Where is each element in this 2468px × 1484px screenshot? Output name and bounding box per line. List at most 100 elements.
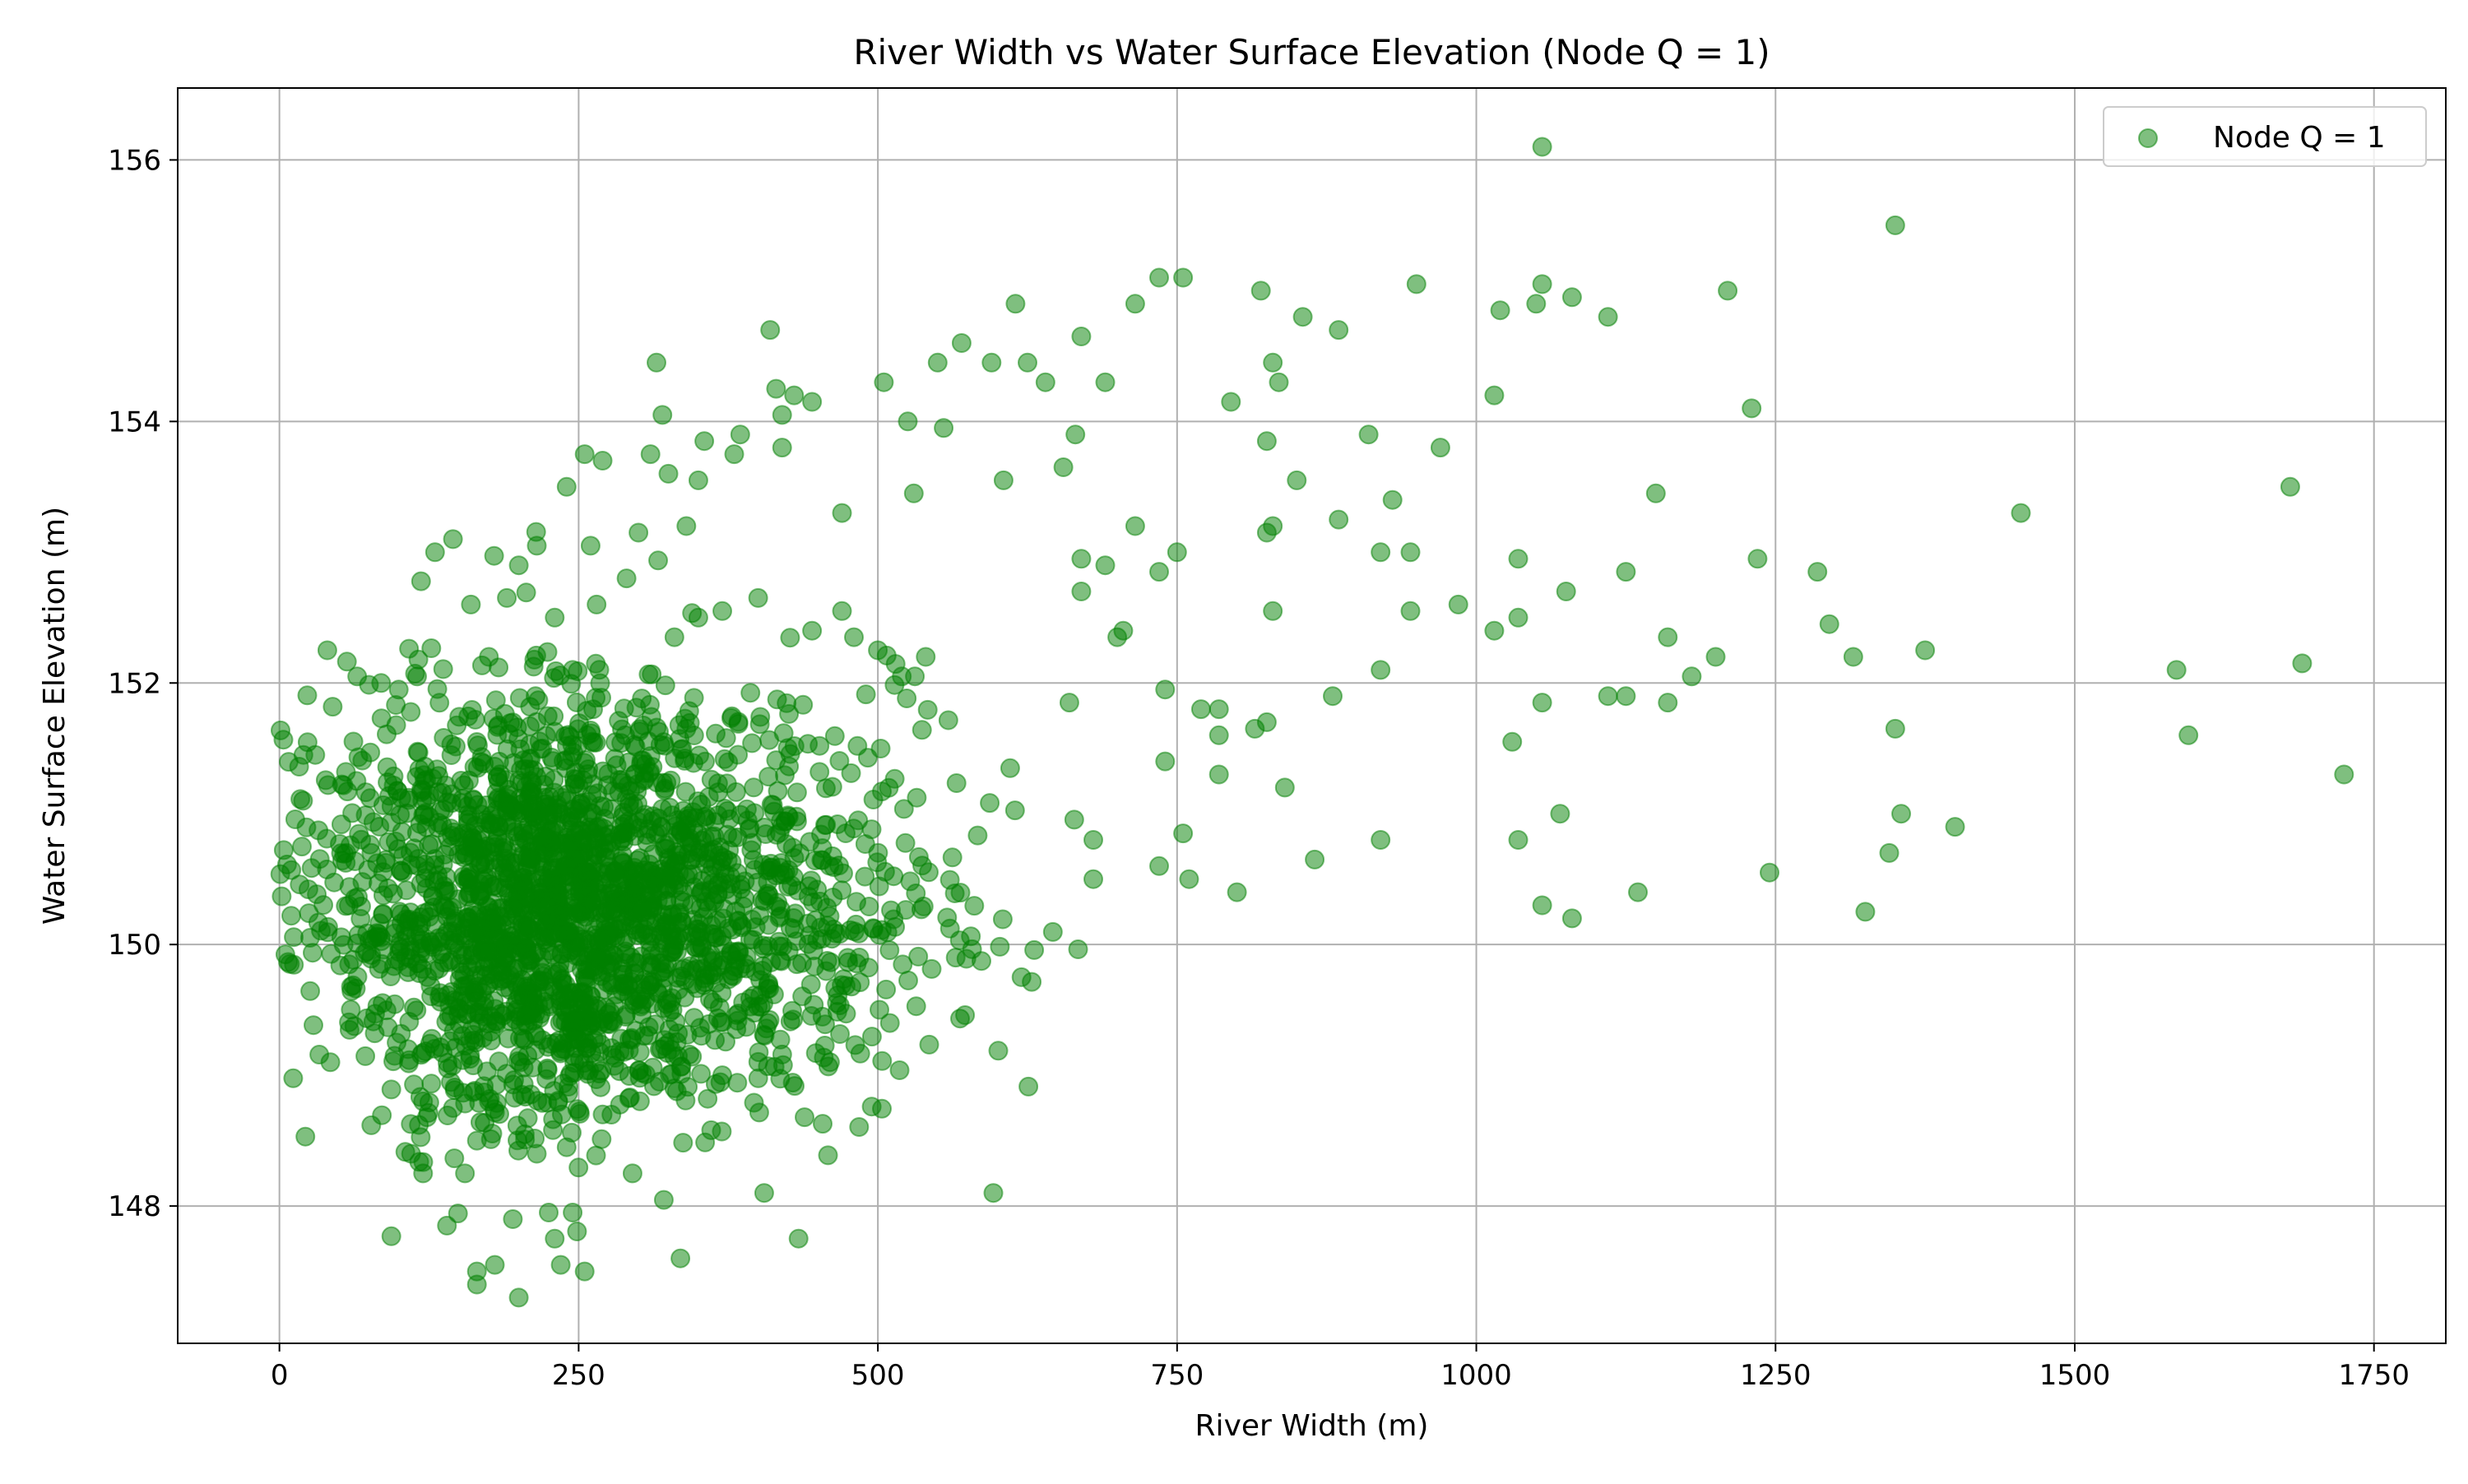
x-tick-label: 1750	[2338, 1359, 2410, 1392]
scatter-point	[1628, 882, 1648, 902]
scatter-point	[438, 1052, 457, 1073]
scatter-point	[622, 1163, 643, 1184]
scatter-point	[583, 732, 604, 753]
scatter-point	[503, 1209, 523, 1229]
scatter-point	[413, 1091, 434, 1111]
scatter-point	[1885, 718, 1905, 739]
scatter-point	[744, 777, 764, 798]
legend-entry-label: Node Q = 1	[2213, 121, 2386, 155]
scatter-point	[1430, 438, 1450, 458]
scatter-point	[510, 1052, 531, 1073]
scatter-point	[474, 866, 494, 887]
scatter-point	[477, 896, 497, 916]
scatter-point	[487, 767, 508, 787]
scatter-point	[391, 860, 411, 881]
scatter-point	[485, 690, 506, 711]
scatter-point	[527, 536, 547, 556]
scatter-point	[753, 956, 773, 976]
scatter-point	[508, 1287, 529, 1308]
scatter-point	[813, 1114, 833, 1134]
scatter-point	[443, 1097, 463, 1118]
scatter-point	[541, 747, 562, 768]
scatter-point	[580, 536, 601, 556]
scatter-point	[437, 1215, 457, 1236]
legend: Node Q = 1	[2103, 106, 2427, 167]
scatter-point	[631, 750, 652, 771]
scatter-point	[872, 1098, 892, 1119]
scatter-point	[343, 731, 364, 752]
scatter-point	[876, 979, 897, 999]
scatter-point	[410, 924, 430, 944]
scatter-point	[830, 1024, 850, 1044]
scatter-point	[1065, 424, 1086, 445]
scatter-point	[757, 979, 777, 999]
scatter-point	[567, 1222, 587, 1241]
scatter-point	[441, 745, 462, 765]
scatter-point	[1287, 470, 1307, 490]
scatter-point	[299, 928, 320, 948]
scatter-point	[815, 778, 836, 799]
scatter-point	[879, 940, 900, 961]
scatter-point	[388, 679, 409, 700]
scatter-point	[1532, 274, 1552, 294]
scatter-point	[341, 999, 361, 1020]
scatter-point	[1616, 562, 1636, 582]
x-tick-label: 750	[1150, 1359, 1204, 1392]
scatter-point	[406, 1000, 427, 1021]
scatter-point	[484, 912, 504, 933]
scatter-point	[2280, 476, 2300, 497]
scatter-point	[1004, 800, 1025, 821]
scatter-point	[844, 627, 864, 647]
scatter-point	[647, 352, 666, 373]
scatter-point	[1269, 372, 1289, 392]
scatter-point	[544, 668, 564, 689]
scatter-point	[317, 828, 337, 849]
scatter-point	[521, 846, 541, 867]
scatter-point	[547, 963, 568, 984]
scatter-point	[938, 710, 958, 730]
scatter-point	[682, 894, 703, 915]
scatter-point	[571, 821, 591, 842]
scatter-point	[564, 881, 583, 902]
scatter-point	[695, 751, 715, 772]
scatter-point	[861, 1027, 882, 1047]
scatter-point	[829, 751, 850, 771]
scatter-point	[1095, 372, 1116, 392]
scatter-point	[458, 869, 479, 889]
y-tick-label: 148	[108, 1190, 161, 1223]
scatter-point	[849, 1117, 870, 1137]
scatter-point	[703, 857, 723, 878]
y-axis-label: Water Surface Elevation (m)	[38, 507, 72, 925]
scatter-point	[1645, 483, 1666, 503]
scatter-point	[556, 476, 577, 497]
scatter-point	[411, 907, 431, 927]
scatter-point	[1508, 549, 1529, 569]
scatter-point	[512, 772, 532, 793]
scatter-point	[567, 1099, 587, 1120]
scatter-point	[1305, 849, 1325, 870]
scatter-point	[1149, 856, 1169, 876]
scatter-point	[479, 647, 499, 667]
scatter-point	[1400, 542, 1421, 563]
scatter-point	[921, 958, 942, 979]
scatter-point	[833, 969, 854, 990]
scatter-point	[506, 905, 527, 925]
scatter-point	[657, 1043, 678, 1063]
scatter-point	[344, 1016, 364, 1036]
scatter-point	[589, 1064, 610, 1084]
scatter-point	[609, 770, 629, 790]
scatter-point	[981, 352, 1002, 373]
scatter-point	[568, 1157, 589, 1178]
x-tick-label: 500	[851, 1359, 905, 1392]
scatter-point	[1855, 902, 1876, 922]
scatter-point	[407, 666, 427, 687]
scatter-point	[770, 899, 791, 920]
scatter-point	[635, 980, 656, 1000]
scatter-point	[730, 424, 750, 445]
scatter-point	[583, 699, 603, 720]
scatter-point	[721, 874, 741, 894]
scatter-point	[704, 965, 724, 985]
scatter-point	[712, 601, 732, 621]
scatter-point	[587, 594, 607, 614]
scatter-point	[564, 768, 584, 789]
